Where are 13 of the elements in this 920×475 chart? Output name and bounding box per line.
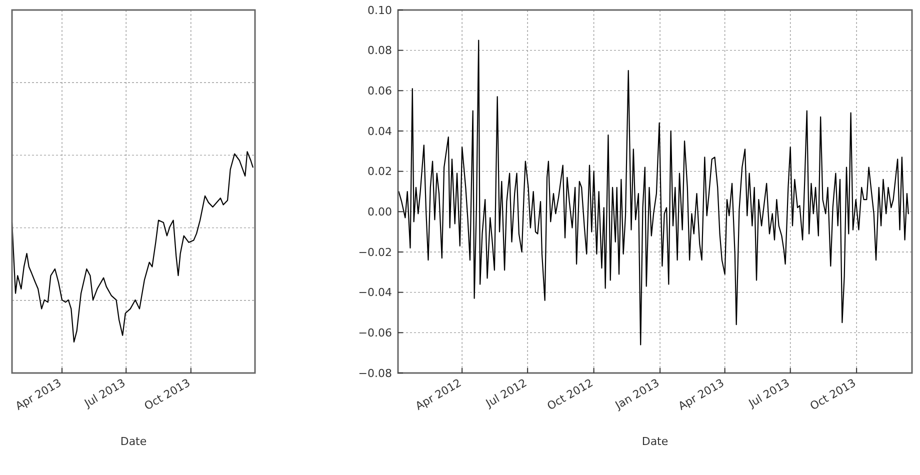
line-series xyxy=(398,40,909,346)
x-axis-title: Date xyxy=(120,435,147,448)
y-tick-label: −0.08 xyxy=(358,366,392,380)
y-tick-label: 0.00 xyxy=(368,206,392,219)
y-tick-label: 0.06 xyxy=(368,84,392,98)
y-tick-label: 0.04 xyxy=(368,124,392,138)
x-axis-title: Date xyxy=(642,435,668,448)
y-tick-label: −0.06 xyxy=(358,326,392,340)
y-tick-label: 0.10 xyxy=(368,4,392,17)
y-tick-label: −0.04 xyxy=(358,286,392,300)
y-tick-label: −0.02 xyxy=(358,246,392,259)
y-tick-label: 0.08 xyxy=(368,44,392,58)
y-tick-label: 0.02 xyxy=(368,165,392,178)
